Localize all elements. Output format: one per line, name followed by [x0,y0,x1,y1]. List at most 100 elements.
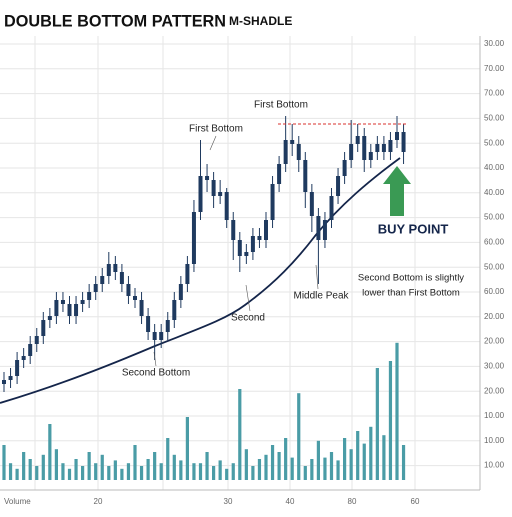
volume-bar [205,452,209,480]
y-tick-label: 20.00 [484,312,505,321]
leader-line [245,284,251,312]
candle-body [67,304,72,316]
volume-bar [231,463,235,480]
volume-bar [185,417,189,480]
volume-bar [22,452,26,480]
volume-bar [67,468,72,480]
y-tick-label: 50.00 [484,114,505,123]
y-tick-label: 70.00 [484,89,505,98]
volume-bar [179,460,183,480]
candle-body [264,220,268,240]
candle-body [28,344,33,356]
leader-line [315,264,319,290]
candle-body [309,192,314,216]
candle-body [93,284,98,292]
volume-bar [270,445,275,480]
volume-bar [336,460,340,480]
candle-body [349,144,354,160]
candle-body [126,284,131,296]
candle-body [113,264,118,272]
chart-subtitle: M-SHADLE [229,14,292,28]
candle-body [2,380,6,384]
x-tick-label: 30 [224,497,233,506]
y-tick-label: 70.00 [484,64,505,73]
leader-line [153,351,157,367]
volume-bar [166,438,170,480]
x-tick-label: 80 [348,497,357,506]
y-tick-label: 20.00 [484,337,505,346]
candle-body [237,240,242,256]
candle-body [336,176,341,196]
annotation: Second Bottom is slightly [358,273,464,284]
candle-body [41,320,46,336]
candle-body [178,284,183,300]
y-tick-label: 60.00 [484,287,505,296]
y-tick-label: 30.00 [484,39,505,48]
volume-bar [61,463,65,480]
volume-bar [382,435,386,480]
leader-line [209,135,217,151]
volume-bar [28,459,32,480]
candle-body [395,132,399,140]
volume-bar [349,449,353,480]
volume-bar [297,393,301,480]
volume-bar [401,445,406,480]
candle-body [146,316,151,332]
volume-bar [54,449,58,480]
volume-bar [277,452,281,480]
candle-body [303,160,308,192]
volume-bar [192,463,196,480]
candle-body [224,192,229,220]
volume-bar [74,459,78,480]
annotation: First Bottom [189,124,243,135]
candle-body [322,220,327,240]
x-tick-label: 40 [286,497,295,506]
volume-bar [362,443,366,480]
volume-bar [218,460,222,480]
volume-bar [212,466,216,480]
volume-bar [100,454,104,480]
candle-body [329,196,334,220]
candle-body [290,140,295,144]
volume-bar [388,361,393,480]
volume-bar [172,454,176,480]
candle-body [87,292,92,300]
y-tick-label: 30.00 [484,362,505,371]
volume-bar [113,460,117,480]
candle-body [15,360,20,376]
volume-bar [35,466,39,480]
candle-body [231,220,236,240]
trend-line [0,157,401,404]
annotation: Second [231,313,265,324]
candle-body [283,140,288,164]
volume-bar [356,431,360,480]
y-tick-label: 10.00 [484,411,505,420]
volume-bar [139,466,144,480]
candle-body [119,272,124,284]
annotation: BUY POINT [378,221,449,236]
chart-title: DOUBLE BOTTOM PATTERN [4,11,226,30]
volume-bar [2,445,6,480]
volume-bar [225,468,229,480]
volume-bar [290,457,294,480]
y-tick-label: 50.00 [484,213,505,222]
volume-bar [343,438,347,480]
y-tick-label: 40.00 [484,188,505,197]
candle-body [355,136,360,144]
candle-body [21,356,26,360]
annotation: lower than First Bottom [362,288,460,299]
candle-body [100,276,105,284]
candle-body [401,132,406,152]
volume-bars [2,342,406,480]
volume-bar [310,459,314,480]
volume-bar [133,445,137,480]
volume-bar [329,452,334,480]
candle-body [191,212,196,264]
candle-body [375,144,380,152]
y-tick-label: 10.00 [484,436,505,445]
candles [2,116,406,392]
volume-bar [251,466,255,480]
